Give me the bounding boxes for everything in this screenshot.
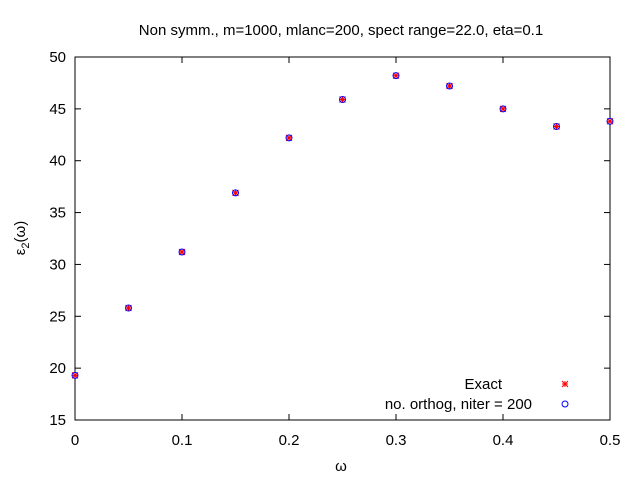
x-tick-label: 0.2: [279, 432, 300, 449]
y-tick-label: 30: [49, 256, 66, 273]
data-point-no-orthog: [125, 304, 132, 312]
data-point-no-orthog: [232, 189, 239, 197]
legend-marker-no-orthog: [561, 400, 569, 408]
data-point-no-orthog: [553, 122, 560, 130]
x-axis-label: ω: [335, 458, 347, 475]
legend-marker-exact: [561, 380, 569, 388]
legend-label-no-orthog: no. orthog, niter = 200: [385, 396, 532, 413]
x-tick-label: 0.4: [493, 432, 514, 449]
data-point-no-orthog: [499, 105, 507, 113]
x-tick-label: 0.5: [600, 432, 621, 449]
data-point-no-orthog: [339, 96, 346, 104]
y-tick-label: 15: [49, 412, 66, 429]
y-axis-label-base: ε: [12, 248, 29, 255]
y-tick-label: 40: [49, 153, 66, 170]
y-axis-label-tail: (ω): [12, 221, 29, 243]
legend-markers: [561, 380, 569, 408]
data-point-no-orthog: [285, 134, 293, 142]
x-tick-label: 0.3: [386, 432, 407, 449]
y-tick-label: 25: [49, 308, 66, 325]
y-tick-label: 20: [49, 360, 66, 377]
y-tick-label: 35: [49, 205, 66, 222]
data-point-no-orthog: [606, 117, 614, 125]
data-point-no-orthog: [446, 82, 453, 90]
legend: Exact no. orthog, niter = 200: [385, 376, 569, 413]
data-points: [71, 72, 614, 379]
axes: 0 0.1 0.2 0.3 0.4 0.5 15 20 25 30 35 40 45 50: [49, 49, 620, 449]
x-tick-label: 0: [71, 432, 79, 449]
y-tick-label: 50: [49, 49, 66, 66]
y-axis-label: ε2(ω): [12, 221, 32, 256]
data-point-no-orthog: [178, 248, 186, 256]
x-tick-label: 0.1: [172, 432, 193, 449]
y-tick-label: 45: [49, 101, 66, 118]
data-point-no-orthog: [71, 371, 79, 379]
y-axis-label-subscript: 2: [20, 242, 32, 248]
chart-title: Non symm., m=1000, mlanc=200, spect rang…: [139, 22, 543, 39]
data-point-no-orthog: [392, 72, 400, 80]
legend-label-exact: Exact: [464, 376, 502, 393]
plot-frame: [74, 56, 611, 421]
